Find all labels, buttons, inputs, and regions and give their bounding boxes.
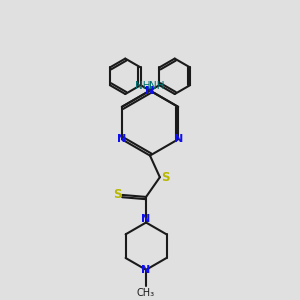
Text: N: N <box>141 265 151 275</box>
Text: NH: NH <box>135 81 151 91</box>
Text: S: S <box>161 171 169 184</box>
Text: S: S <box>113 188 122 202</box>
Text: N: N <box>117 134 127 144</box>
Text: N: N <box>146 85 154 96</box>
Text: NH: NH <box>149 81 165 91</box>
Text: CH₃: CH₃ <box>137 289 155 298</box>
Text: N: N <box>173 134 183 144</box>
Text: N: N <box>141 214 151 224</box>
